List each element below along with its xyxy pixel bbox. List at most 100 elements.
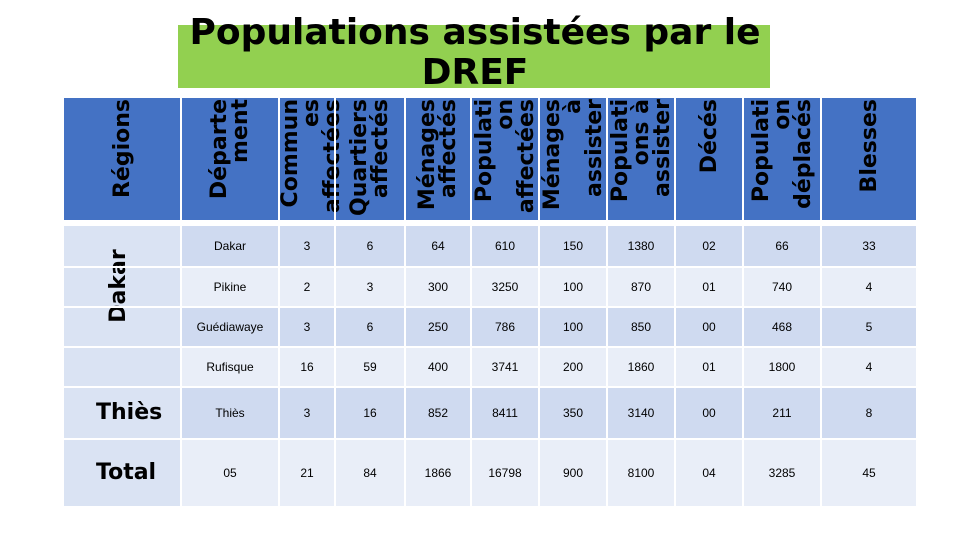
- table-row: [182, 268, 916, 306]
- value-cell: 00: [702, 320, 716, 334]
- department-cell: Pikine: [213, 280, 247, 294]
- region-thies-label: Thiès: [96, 400, 163, 425]
- row-separator: [64, 220, 916, 226]
- header-label: Ménages à assister: [540, 99, 607, 211]
- value-cell: 16: [300, 360, 314, 374]
- header-col-5: Populati on affectées: [472, 98, 539, 220]
- value-cell: 300: [427, 280, 449, 294]
- value-cell: 16: [363, 406, 377, 420]
- header-label: Blesses: [857, 99, 882, 193]
- value-cell: 16798: [488, 466, 522, 480]
- value-cell: 01: [702, 360, 716, 374]
- value-cell: 870: [630, 280, 652, 294]
- header-col-6: Ménages à assister: [540, 98, 607, 220]
- value-cell: 6: [366, 239, 374, 253]
- header-col-0: Régions: [64, 98, 181, 220]
- value-cell: 02: [702, 239, 716, 253]
- header-col-10: Blesses: [822, 98, 916, 220]
- value-cell: 100: [562, 280, 584, 294]
- department-cell: Dakar: [213, 239, 246, 253]
- title-highlight: [178, 25, 770, 88]
- header-label: Commun es affectées: [278, 99, 345, 214]
- value-cell: 211: [772, 406, 792, 420]
- region-dakar-label: Dakar: [106, 249, 131, 323]
- column-separator: [820, 98, 822, 506]
- value-cell: 3285: [768, 466, 796, 480]
- column-separator: [538, 98, 540, 506]
- value-cell: 3: [303, 239, 311, 253]
- value-cell: 200: [562, 360, 584, 374]
- header-label: Populati on déplacés: [749, 99, 816, 209]
- value-cell: 350: [562, 406, 584, 420]
- value-cell: 1800: [768, 360, 796, 374]
- column-separator: [278, 98, 280, 506]
- value-cell: 3: [366, 280, 374, 294]
- value-cell: 4: [865, 360, 873, 374]
- value-cell: 852: [427, 406, 449, 420]
- value-cell: 1860: [627, 360, 655, 374]
- page-title: Populations assistées par le DREF: [189, 12, 761, 93]
- value-cell: 2: [303, 280, 311, 294]
- value-cell: 5: [865, 320, 873, 334]
- department-cell: Rufisque: [206, 360, 254, 374]
- value-cell: 8411: [492, 406, 518, 420]
- column-separator: [180, 98, 182, 506]
- value-cell: 64: [431, 239, 445, 253]
- table-row: [182, 308, 916, 346]
- department-cell: Guédiawaye: [196, 320, 264, 334]
- column-separator: [742, 98, 744, 506]
- value-cell: 33: [862, 239, 876, 253]
- column-separator: [334, 98, 336, 506]
- column-separator: [470, 98, 472, 506]
- header-col-7: Populati ons à assister: [608, 98, 675, 220]
- header-label: Régions: [110, 99, 135, 199]
- value-cell: 3250: [491, 280, 519, 294]
- table-row: [182, 440, 916, 506]
- header-col-1: Départe ment: [182, 98, 278, 220]
- row-separator: [64, 386, 916, 388]
- value-cell: 00: [702, 406, 716, 420]
- header-col-9: Populati on déplacés: [744, 98, 820, 220]
- value-cell: 21: [300, 466, 314, 480]
- table-row: [182, 388, 916, 438]
- table-row: [182, 226, 916, 266]
- region-total-cell: Total: [64, 440, 181, 506]
- value-cell: 3741: [491, 360, 519, 374]
- row-separator: [64, 346, 916, 348]
- value-cell: 01: [702, 280, 716, 294]
- value-cell: 250: [427, 320, 449, 334]
- column-separator: [674, 98, 676, 506]
- value-cell: 1866: [424, 466, 452, 480]
- value-cell: 66: [775, 239, 789, 253]
- header-col-3: Quartiers affectés: [336, 98, 404, 220]
- value-cell: 3: [303, 320, 311, 334]
- header-label: Décés: [697, 99, 722, 174]
- value-cell: 100: [562, 320, 584, 334]
- value-cell: 6: [366, 320, 374, 334]
- value-cell: 8: [865, 406, 873, 420]
- value-cell: 786: [494, 320, 516, 334]
- value-cell: 04: [702, 466, 716, 480]
- value-cell: 4: [865, 280, 873, 294]
- value-cell: 468: [771, 320, 793, 334]
- header-col-4: Ménages affectés: [406, 98, 470, 220]
- department-cell: Thiès: [215, 406, 245, 420]
- value-cell: 1380: [627, 239, 655, 253]
- value-cell: 740: [771, 280, 793, 294]
- header-col-2: Commun es affectées: [278, 98, 345, 220]
- header-col-8: Décés: [676, 98, 742, 220]
- header-label: Quartiers affectés: [347, 99, 393, 216]
- header-label: Départe ment: [207, 99, 253, 200]
- header-label: Populati ons à assister: [608, 99, 675, 203]
- value-cell: 3: [303, 406, 311, 420]
- column-separator: [606, 98, 608, 506]
- department-cell: 05: [223, 466, 237, 480]
- row-separator: [64, 306, 916, 308]
- value-cell: 850: [630, 320, 652, 334]
- value-cell: 900: [562, 466, 584, 480]
- table-row: [182, 348, 916, 386]
- value-cell: 400: [427, 360, 449, 374]
- header-label: Populati on affectées: [472, 99, 539, 214]
- value-cell: 610: [494, 239, 516, 253]
- row-separator: [64, 438, 916, 440]
